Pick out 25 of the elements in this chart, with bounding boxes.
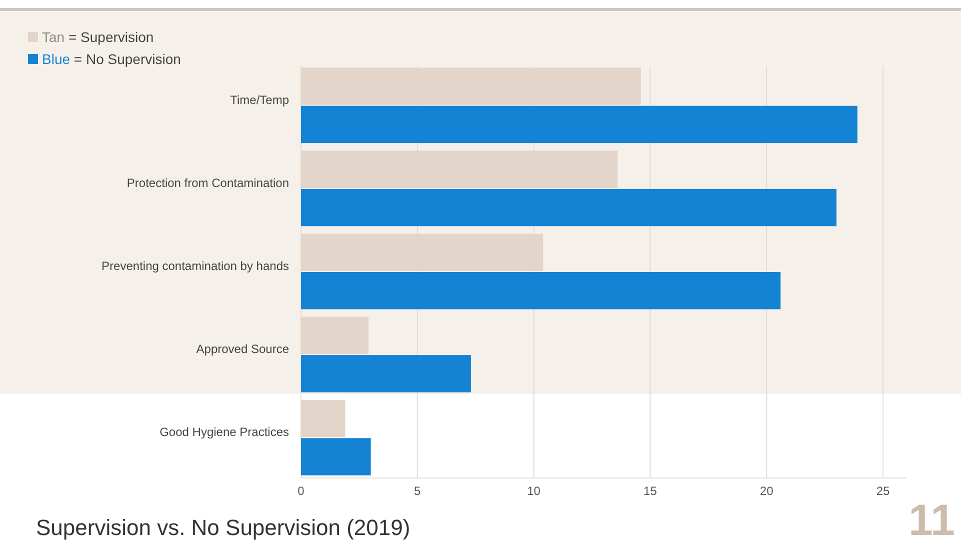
y-tick-label: Preventing contamination by hands [102, 259, 289, 273]
x-tick-label: 5 [414, 484, 422, 498]
bar [301, 150, 618, 188]
text: 11 [908, 496, 955, 544]
bar [301, 438, 371, 476]
x-tick-label: 25 [876, 484, 890, 498]
bar [301, 316, 369, 354]
y-tick-label: Good Hygiene Practices [160, 425, 289, 440]
text: Supervision vs. No Supervision (2019) [36, 515, 410, 540]
y-tick-label: Approved Source [196, 342, 290, 356]
x-tick-label: 10 [527, 484, 541, 498]
x-tick-label: 20 [760, 484, 774, 498]
bar [301, 106, 858, 144]
y-tick-label: Time/Temp [230, 92, 290, 107]
legend-label: Tan = Supervision [42, 29, 154, 45]
bar [301, 400, 346, 438]
bar [301, 272, 781, 310]
bar [301, 188, 836, 226]
bar [301, 355, 471, 392]
bar [301, 68, 641, 105]
x-tick-label: 0 [298, 484, 305, 498]
legend-label: Blue = No Supervision [42, 51, 181, 67]
x-tick-label: 15 [644, 484, 658, 498]
y-tick-label: Protection from Contamination [126, 176, 289, 190]
bar [301, 234, 544, 271]
